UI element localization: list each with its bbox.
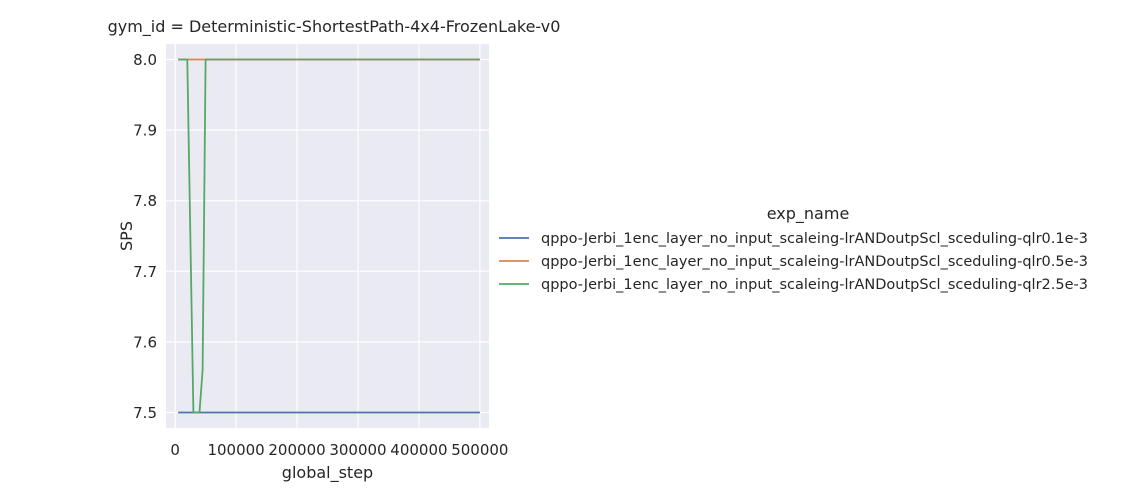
- plot-area: [166, 44, 489, 428]
- x-axis-ticks: 0 100000 200000 300000 400000 500000: [170, 441, 508, 459]
- y-tick-label: 7.7: [133, 263, 157, 281]
- series-layer: [178, 58, 480, 414]
- legend-label: qppo-Jerbi_1enc_layer_no_input_scaleing-…: [541, 277, 1088, 293]
- y-tick-label: 7.5: [133, 404, 157, 422]
- x-tick-label: 200000: [268, 441, 325, 459]
- chart-title: gym_id = Deterministic-ShortestPath-4x4-…: [108, 17, 561, 37]
- y-tick-label: 8.0: [133, 51, 157, 69]
- x-tick-label: 300000: [329, 441, 386, 459]
- legend-label: qppo-Jerbi_1enc_layer_no_input_scaleing-…: [541, 254, 1088, 270]
- x-tick-label: 100000: [207, 441, 264, 459]
- y-axis-ticks: 7.5 7.6 7.7 7.8 7.9 8.0: [133, 51, 157, 422]
- x-tick-label: 500000: [451, 441, 508, 459]
- y-tick-label: 7.8: [133, 192, 157, 210]
- legend-label: qppo-Jerbi_1enc_layer_no_input_scaleing-…: [541, 231, 1088, 247]
- y-tick-label: 7.6: [133, 333, 157, 351]
- x-tick-label: 0: [170, 441, 180, 459]
- legend: exp_name qppo-Jerbi_1enc_layer_no_input_…: [499, 204, 1088, 293]
- series-line-3: [178, 58, 480, 414]
- x-tick-label: 400000: [390, 441, 447, 459]
- y-tick-label: 7.9: [133, 122, 157, 140]
- y-axis-label: SPS: [117, 221, 136, 251]
- x-axis-label: global_step: [282, 463, 373, 483]
- legend-title: exp_name: [767, 204, 850, 224]
